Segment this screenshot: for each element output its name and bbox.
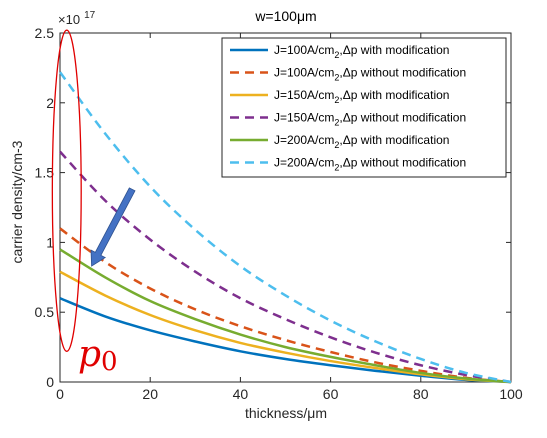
legend-entry-text: ,Δp without modification bbox=[339, 156, 466, 170]
annotations: p0 bbox=[51, 29, 136, 377]
legend-entry-text: J=200A/cm bbox=[274, 133, 334, 147]
arrow-shape bbox=[90, 187, 136, 267]
series-line-2 bbox=[59, 227, 512, 384]
legend-entry-subscript: 2 bbox=[334, 163, 339, 173]
legend-entry: J=150A/cm2,Δp with modification bbox=[274, 88, 449, 105]
x-tick-label: 40 bbox=[233, 386, 249, 402]
x-tick-label: 100 bbox=[499, 386, 523, 402]
legend-entry-text: ,Δp with modification bbox=[339, 88, 449, 102]
axes-box bbox=[59, 32, 512, 383]
y-tick-label: 0.5 bbox=[35, 304, 55, 320]
legend-entry-text: ,Δp with modification bbox=[339, 43, 449, 57]
series-line-4 bbox=[59, 150, 512, 384]
y-exponent-power: 17 bbox=[84, 10, 96, 21]
y-exponent-base: ×10 bbox=[58, 12, 80, 27]
highlight-ellipse bbox=[51, 29, 82, 352]
x-tick-label: 80 bbox=[413, 386, 429, 402]
annotation-label-sub: 0 bbox=[101, 347, 118, 377]
y-tick-label: 0 bbox=[46, 374, 54, 390]
legend-entry: J=150A/cm2,Δp without modification bbox=[274, 111, 466, 128]
annotation-label-main: p bbox=[78, 334, 101, 375]
legend-entry-subscript: 2 bbox=[334, 73, 339, 83]
y-axis-label: carrier density/cm-3 bbox=[9, 140, 25, 263]
legend-entry-text: J=150A/cm bbox=[274, 88, 334, 102]
chart-title: w=100μm bbox=[254, 8, 316, 24]
legend-entry: J=100A/cm2,Δp without modification bbox=[274, 66, 466, 83]
series-lines bbox=[58, 71, 512, 384]
legend-entry: J=100A/cm2,Δp with modification bbox=[274, 43, 449, 60]
series-line-5 bbox=[59, 248, 512, 384]
x-tick-label: 20 bbox=[142, 386, 158, 402]
legend-box bbox=[221, 37, 507, 178]
legend-entry-text: ,Δp without modification bbox=[339, 111, 466, 125]
series-line-6 bbox=[58, 71, 512, 384]
legend: J=100A/cm2,Δp with modificationJ=100A/cm… bbox=[221, 37, 507, 178]
legend-entry-text: ,Δp without modification bbox=[339, 66, 466, 80]
y-tick-label: 2.5 bbox=[35, 25, 55, 41]
legend-entry-text: J=100A/cm bbox=[274, 43, 334, 57]
legend-entry: J=200A/cm2,Δp with modification bbox=[274, 133, 449, 150]
legend-entry-subscript: 2 bbox=[334, 95, 339, 105]
legend-entry: J=200A/cm2,Δp without modification bbox=[274, 156, 466, 173]
annotation-label: p0 bbox=[78, 334, 118, 377]
legend-entry-text: J=200A/cm bbox=[274, 156, 334, 170]
y-tick-label: 1 bbox=[46, 234, 54, 250]
axes bbox=[59, 32, 512, 383]
legend-entry-subscript: 2 bbox=[334, 140, 339, 150]
legend-entry-subscript: 2 bbox=[334, 50, 339, 60]
y-tick-label: 1.5 bbox=[35, 165, 55, 181]
legend-entry-text: J=150A/cm bbox=[274, 111, 334, 125]
y-exponent: ×10 17 bbox=[58, 10, 96, 28]
legend-entry-text: J=100A/cm bbox=[274, 66, 334, 80]
legend-entry-subscript: 2 bbox=[334, 118, 339, 128]
x-tick-label: 60 bbox=[323, 386, 339, 402]
legend-entry-text: ,Δp with modification bbox=[339, 133, 449, 147]
y-tick-label: 2 bbox=[46, 95, 54, 111]
x-tick-label: 0 bbox=[56, 386, 64, 402]
x-axis-label: thickness/μm bbox=[245, 405, 327, 421]
